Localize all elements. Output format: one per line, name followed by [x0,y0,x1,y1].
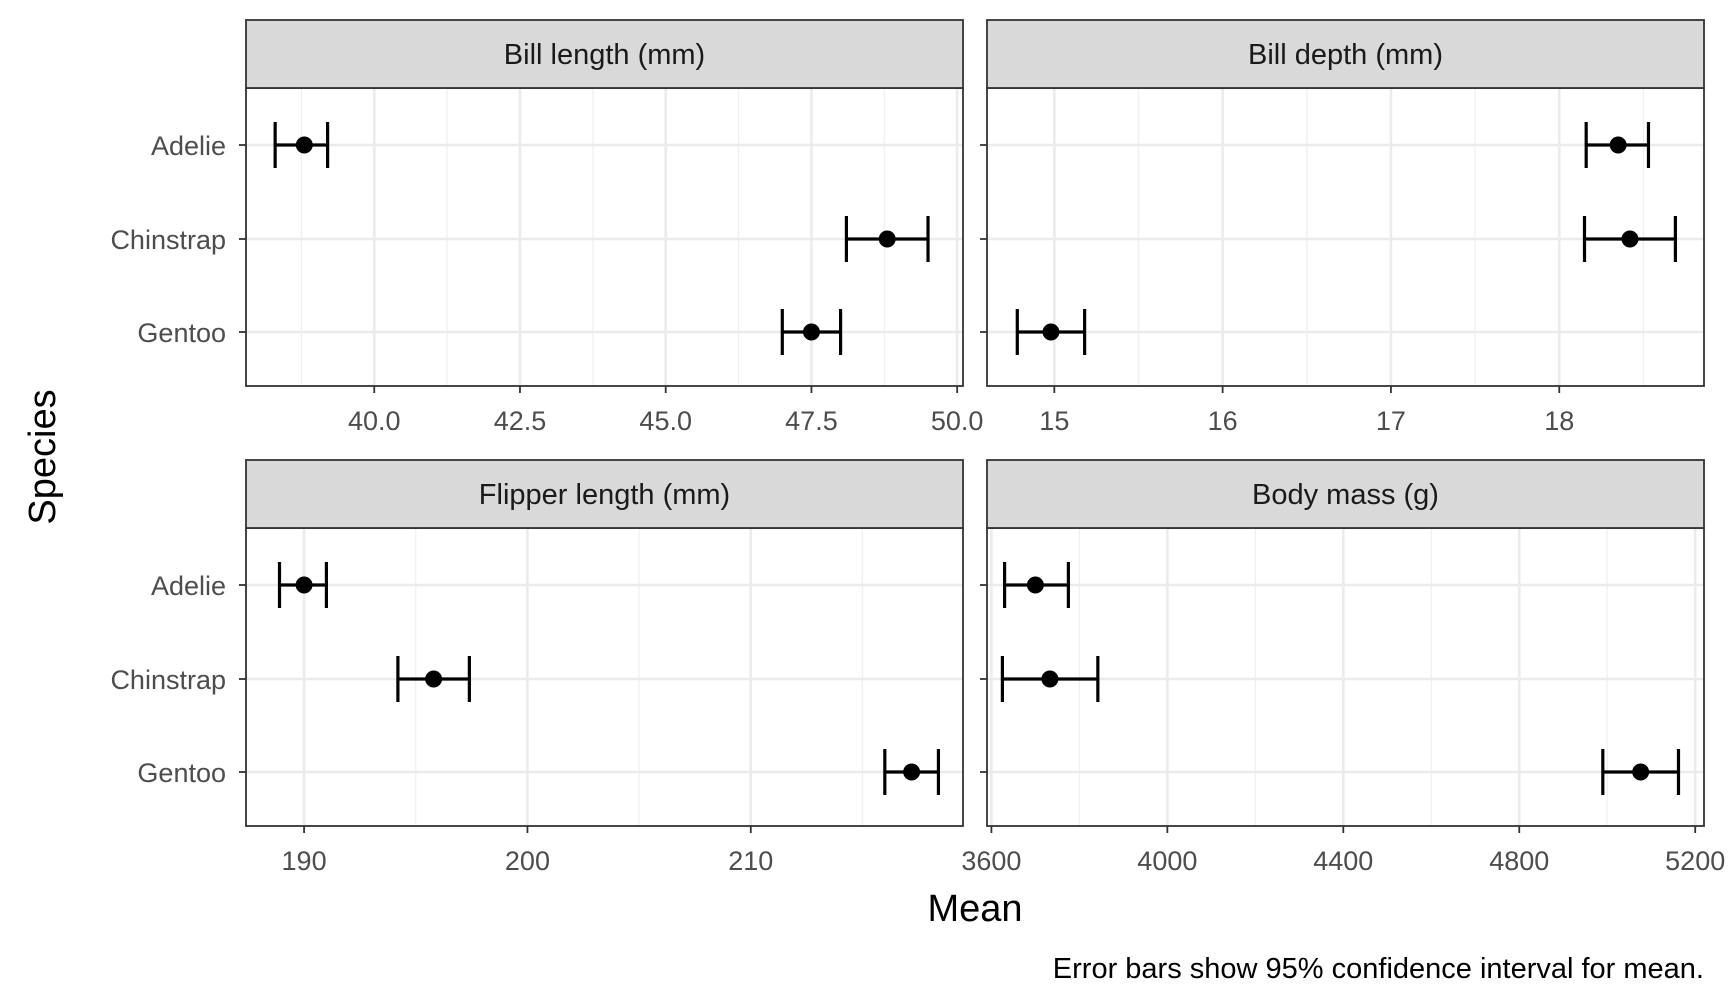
panel-background [987,88,1704,386]
panel-bill-length-mm: Bill length (mm) 40.0 42.5 45.0 47.5 50.0 Adel… [110,19,984,436]
errorbar-adelie [1584,122,1651,168]
facet-strip [986,459,1705,529]
x-tick-label: 45.0 [639,406,692,436]
errorbar-chinstrap [396,656,471,702]
mean-point [1609,136,1627,154]
mean-point [802,323,820,341]
x-tick-label: 4800 [1489,846,1549,876]
errorbar-adelie [273,122,330,168]
errorbar-gentoo [883,749,941,795]
x-tick-label: 3600 [961,846,1021,876]
errorbar-adelie [1002,562,1070,608]
y-tick-label: Chinstrap [110,225,226,255]
chart-caption: Error bars show 95% confidence interval … [1053,953,1704,985]
y-tick-label: Gentoo [137,318,226,348]
facet-strip-label: Body mass (g) [1252,479,1439,511]
panel-background [987,528,1704,826]
errorbar-chinstrap [844,216,930,262]
mean-point [1041,670,1059,688]
mean-point [1632,763,1650,781]
facet-strip [245,459,964,529]
facet-strip [245,19,964,89]
facet-strip-label: Bill depth (mm) [1248,39,1443,71]
x-tick-label: 18 [1544,406,1574,436]
x-tick-label: 210 [728,846,773,876]
mean-point [1621,230,1639,248]
panels-layer: Bill length (mm) 40.0 42.5 45.0 47.5 50.0 Adel… [110,19,1725,876]
errorbar-chinstrap [1582,216,1677,262]
panel-flipper-length-mm: Flipper length (mm) 190 200 210 Adelie Chinst… [110,459,964,876]
x-tick-label: 4000 [1137,846,1197,876]
x-tick-label: 17 [1376,406,1406,436]
x-tick-label: 5200 [1665,846,1725,876]
errorbar-gentoo [1015,309,1087,355]
y-axis-title: Species [22,389,64,524]
panel-background [246,528,963,826]
mean-point [878,230,896,248]
facet-strip-label: Bill length (mm) [504,39,705,71]
y-tick-label: Chinstrap [110,665,226,695]
mean-point [1026,576,1044,594]
x-tick-label: 50.0 [931,406,984,436]
y-tick-label: Adelie [151,571,226,601]
panel-bill-depth-mm: Bill depth (mm) 15 16 17 18 [980,19,1705,436]
errorbar-gentoo [780,309,843,355]
x-tick-label: 15 [1039,406,1069,436]
x-tick-label: 4400 [1313,846,1373,876]
x-tick-label: 40.0 [348,406,401,436]
mean-point [295,576,313,594]
y-tick-label: Gentoo [137,758,226,788]
x-tick-label: 16 [1208,406,1238,436]
x-tick-label: 190 [282,846,327,876]
y-tick-label: Adelie [151,131,226,161]
errorbar-chinstrap [1000,656,1100,702]
facet-strip-label: Flipper length (mm) [479,479,730,511]
mean-point [295,136,313,154]
mean-point [903,763,921,781]
mean-point [425,670,443,688]
errorbar-adelie [277,562,329,608]
x-tick-label: 200 [505,846,550,876]
x-axis-title: Mean [927,888,1022,930]
panel-background [246,88,963,386]
errorbar-gentoo [1601,749,1681,795]
x-tick-label: 47.5 [785,406,838,436]
mean-point [1042,323,1060,341]
facet-strip [986,19,1705,89]
x-tick-label: 42.5 [494,406,547,436]
panel-body-mass-g: Body mass (g) 3600 4000 4400 4800 5200 [961,459,1725,876]
